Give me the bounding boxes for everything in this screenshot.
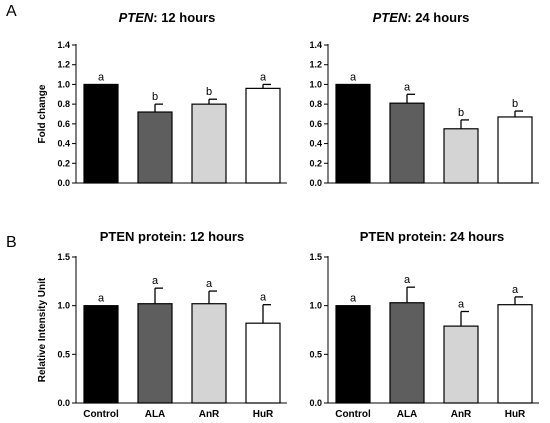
- significance-label-anr: b: [206, 86, 212, 98]
- bar-ala: [137, 303, 173, 404]
- category-label-control: Control: [83, 409, 119, 420]
- y-tick-label: 0.8: [309, 99, 322, 109]
- y-tick-label: 0.6: [309, 119, 322, 129]
- significance-label-ala: b: [152, 91, 158, 103]
- y-tick-label: 1.2: [309, 60, 322, 70]
- chart-title: PTEN: 24 hours: [373, 10, 470, 25]
- significance-label-anr: a: [206, 278, 213, 290]
- chart-pten-protein-24h: PTEN protein: 24 hours 0.0 0.5 1.0 1.5 a Contr…: [309, 229, 539, 420]
- category-label-anr: AnR: [199, 409, 220, 420]
- bar-anr: [191, 103, 227, 184]
- y-tick-label: 0.4: [309, 139, 322, 149]
- bar-hur: [245, 322, 281, 404]
- y-tick-label: 0.8: [57, 99, 70, 109]
- bar-control: [83, 305, 119, 404]
- y-axis-label: Relative Intensity Unit: [37, 277, 48, 382]
- y-tick-label: 0.2: [309, 158, 322, 168]
- y-tick-label: 1.5: [309, 252, 322, 262]
- significance-label-anr: b: [458, 107, 464, 119]
- y-tick-label: 0.0: [309, 398, 322, 408]
- bar-hur: [497, 304, 533, 404]
- bar-anr: [443, 128, 479, 184]
- bar-control: [335, 83, 371, 184]
- category-label-ala: ALA: [397, 409, 418, 420]
- y-tick-label: 0.0: [309, 178, 322, 188]
- significance-label-control: a: [350, 293, 357, 305]
- significance-label-control: a: [98, 71, 105, 83]
- chart-title-text: PTEN protein: 12 hours: [100, 229, 244, 244]
- significance-label-control: a: [98, 293, 105, 305]
- y-tick-label: 1.0: [57, 79, 70, 89]
- bar-anr: [443, 325, 479, 404]
- y-tick-label: 1.0: [309, 79, 322, 89]
- y-tick-label: 0.0: [57, 398, 70, 408]
- bar-anr: [191, 303, 227, 404]
- significance-label-hur: a: [512, 284, 519, 296]
- category-label-anr: AnR: [451, 409, 472, 420]
- chart-pten-mrna-24h: PTEN: 24 hours 0.0 0.2 0.4 0.6 0.8 1.0 1.2 1.4 a a…: [309, 10, 539, 188]
- chart-pten-protein-12h: PTEN protein: 12 hours Relative Intensity…: [37, 229, 287, 420]
- bar-control: [83, 83, 119, 184]
- significance-label-ala: a: [404, 81, 411, 93]
- y-tick-label: 1.5: [57, 252, 70, 262]
- significance-label-hur: a: [260, 71, 267, 83]
- bar-ala: [137, 111, 173, 184]
- significance-label-control: a: [350, 71, 357, 83]
- y-tick-label: 0.6: [57, 119, 70, 129]
- bar-ala: [389, 302, 425, 404]
- y-tick-label: 0.4: [57, 139, 70, 149]
- chart-title: PTEN protein: 24 hours: [360, 229, 504, 244]
- y-tick-label: 0.2: [57, 158, 70, 168]
- y-tick-label: 0.5: [57, 349, 70, 359]
- y-tick-label: 0.0: [57, 178, 70, 188]
- y-tick-label: 1.4: [309, 40, 322, 50]
- significance-label-ala: a: [152, 275, 159, 287]
- panel-letter-a: A: [6, 3, 17, 20]
- significance-label-anr: a: [458, 299, 465, 311]
- bar-ala: [389, 102, 425, 184]
- y-tick-label: 1.0: [57, 301, 70, 311]
- y-tick-label: 0.5: [309, 349, 322, 359]
- y-tick-label: 1.0: [309, 301, 322, 311]
- bar-control: [335, 305, 371, 404]
- chart-pten-mrna-12h: PTEN: 12 hours Fold change 0.0 0.2 0.4 0.6 0.8…: [37, 10, 287, 188]
- chart-title-gene: PTEN: [119, 10, 154, 25]
- y-tick-label: 1.4: [57, 40, 70, 50]
- chart-title: PTEN: 12 hours: [119, 10, 216, 25]
- y-axis-label: Fold change: [37, 84, 48, 143]
- significance-label-hur: a: [260, 292, 267, 304]
- category-label-ala: ALA: [145, 409, 166, 420]
- category-label-hur: HuR: [505, 409, 526, 420]
- chart-title-text: : 12 hours: [153, 10, 215, 25]
- chart-title-text: : 24 hours: [407, 10, 469, 25]
- bar-hur: [245, 87, 281, 184]
- chart-title: PTEN protein: 12 hours: [100, 229, 244, 244]
- chart-title-text: PTEN protein: 24 hours: [360, 229, 504, 244]
- chart-title-gene: PTEN: [373, 10, 408, 25]
- y-tick-label: 1.2: [57, 60, 70, 70]
- panel-letter-b: B: [6, 234, 17, 251]
- category-label-hur: HuR: [253, 409, 274, 420]
- category-label-control: Control: [335, 409, 371, 420]
- significance-label-hur: b: [512, 98, 518, 110]
- bar-hur: [497, 116, 533, 184]
- significance-label-ala: a: [404, 274, 411, 286]
